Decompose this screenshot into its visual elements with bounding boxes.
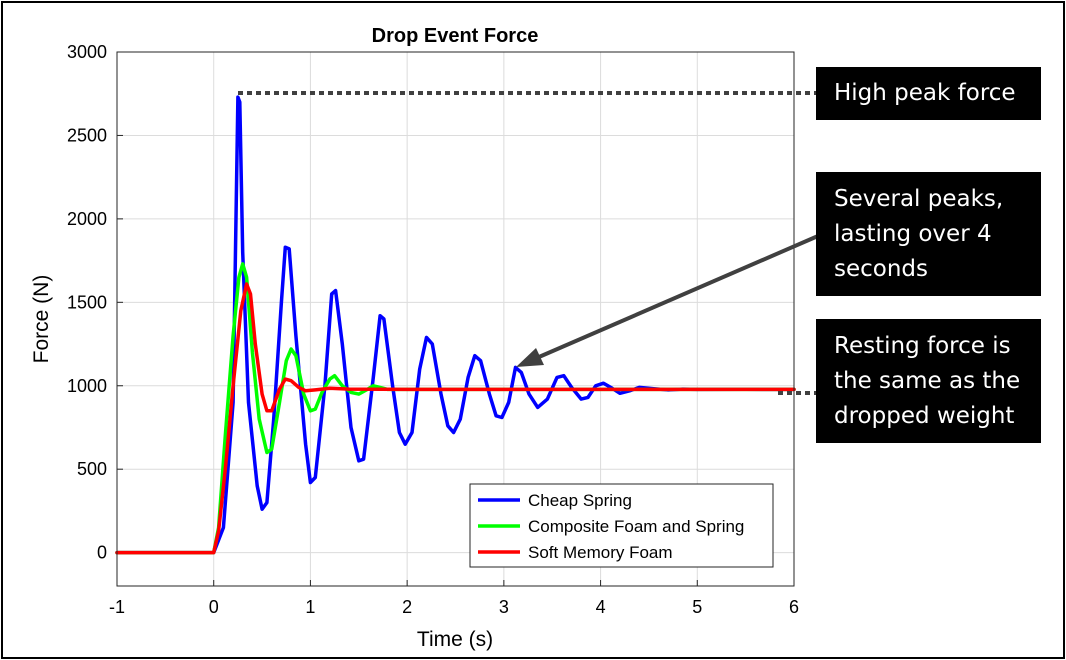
callout-resting-force: Resting force is the same as the dropped…	[816, 319, 1041, 443]
callout-several-peaks: Several peaks, lasting over 4 seconds	[816, 172, 1041, 296]
y-tick-label: 2000	[67, 209, 107, 229]
callout-resting-line-1: Resting force is	[834, 333, 1011, 359]
y-tick-label: 3000	[67, 42, 107, 62]
x-tick-labels: -1 0 1 2 3 4 5 6	[109, 597, 799, 617]
chart-title: Drop Event Force	[372, 25, 539, 47]
several-peaks-arrowhead	[516, 348, 544, 367]
x-tick-label: 3	[499, 597, 509, 617]
several-peaks-arrow-line	[531, 234, 819, 362]
x-axis-label: Time (s)	[417, 628, 493, 651]
legend-items: Cheap Spring Composite Foam and Spring Sof…	[478, 491, 744, 562]
callout-resting-line-2: the same as the	[834, 368, 1021, 394]
x-tick-label: 0	[209, 597, 219, 617]
plot-border	[116, 51, 795, 587]
x-tick-label: 1	[305, 597, 315, 617]
callout-resting-line-3: dropped weight	[834, 403, 1015, 429]
x-tick-label: 4	[596, 597, 606, 617]
callout-several-line-3: seconds	[834, 256, 929, 282]
y-tick-label: 1000	[67, 376, 107, 396]
callout-several-line-2: lasting over 4	[834, 221, 992, 247]
x-tick-label: 5	[692, 597, 702, 617]
series-group	[115, 95, 796, 555]
x-tick-label: -1	[109, 597, 125, 617]
legend-label-2: Soft Memory Foam	[528, 543, 673, 562]
legend: Cheap Spring Composite Foam and Spring Sof…	[469, 483, 774, 568]
legend-label-1: Composite Foam and Spring	[528, 517, 744, 536]
y-tick-label: 500	[77, 459, 107, 479]
y-tick-label: 0	[97, 543, 107, 563]
y-tick-label: 1500	[67, 292, 107, 312]
series-line-2	[115, 282, 796, 555]
callout-high-peak-text: High peak force	[834, 80, 1016, 106]
y-tick-labels: 0 500 1000 1500 2000 2500 3000	[67, 42, 107, 563]
callout-high-peak: High peak force	[816, 67, 1041, 120]
y-axis-label: Force (N)	[30, 275, 53, 364]
x-tick-label: 2	[402, 597, 412, 617]
y-tick-label: 2500	[67, 125, 107, 145]
callout-several-line-1: Several peaks,	[834, 186, 1004, 212]
x-tick-label: 6	[789, 597, 799, 617]
legend-box	[469, 483, 774, 568]
legend-label-0: Cheap Spring	[528, 491, 632, 510]
